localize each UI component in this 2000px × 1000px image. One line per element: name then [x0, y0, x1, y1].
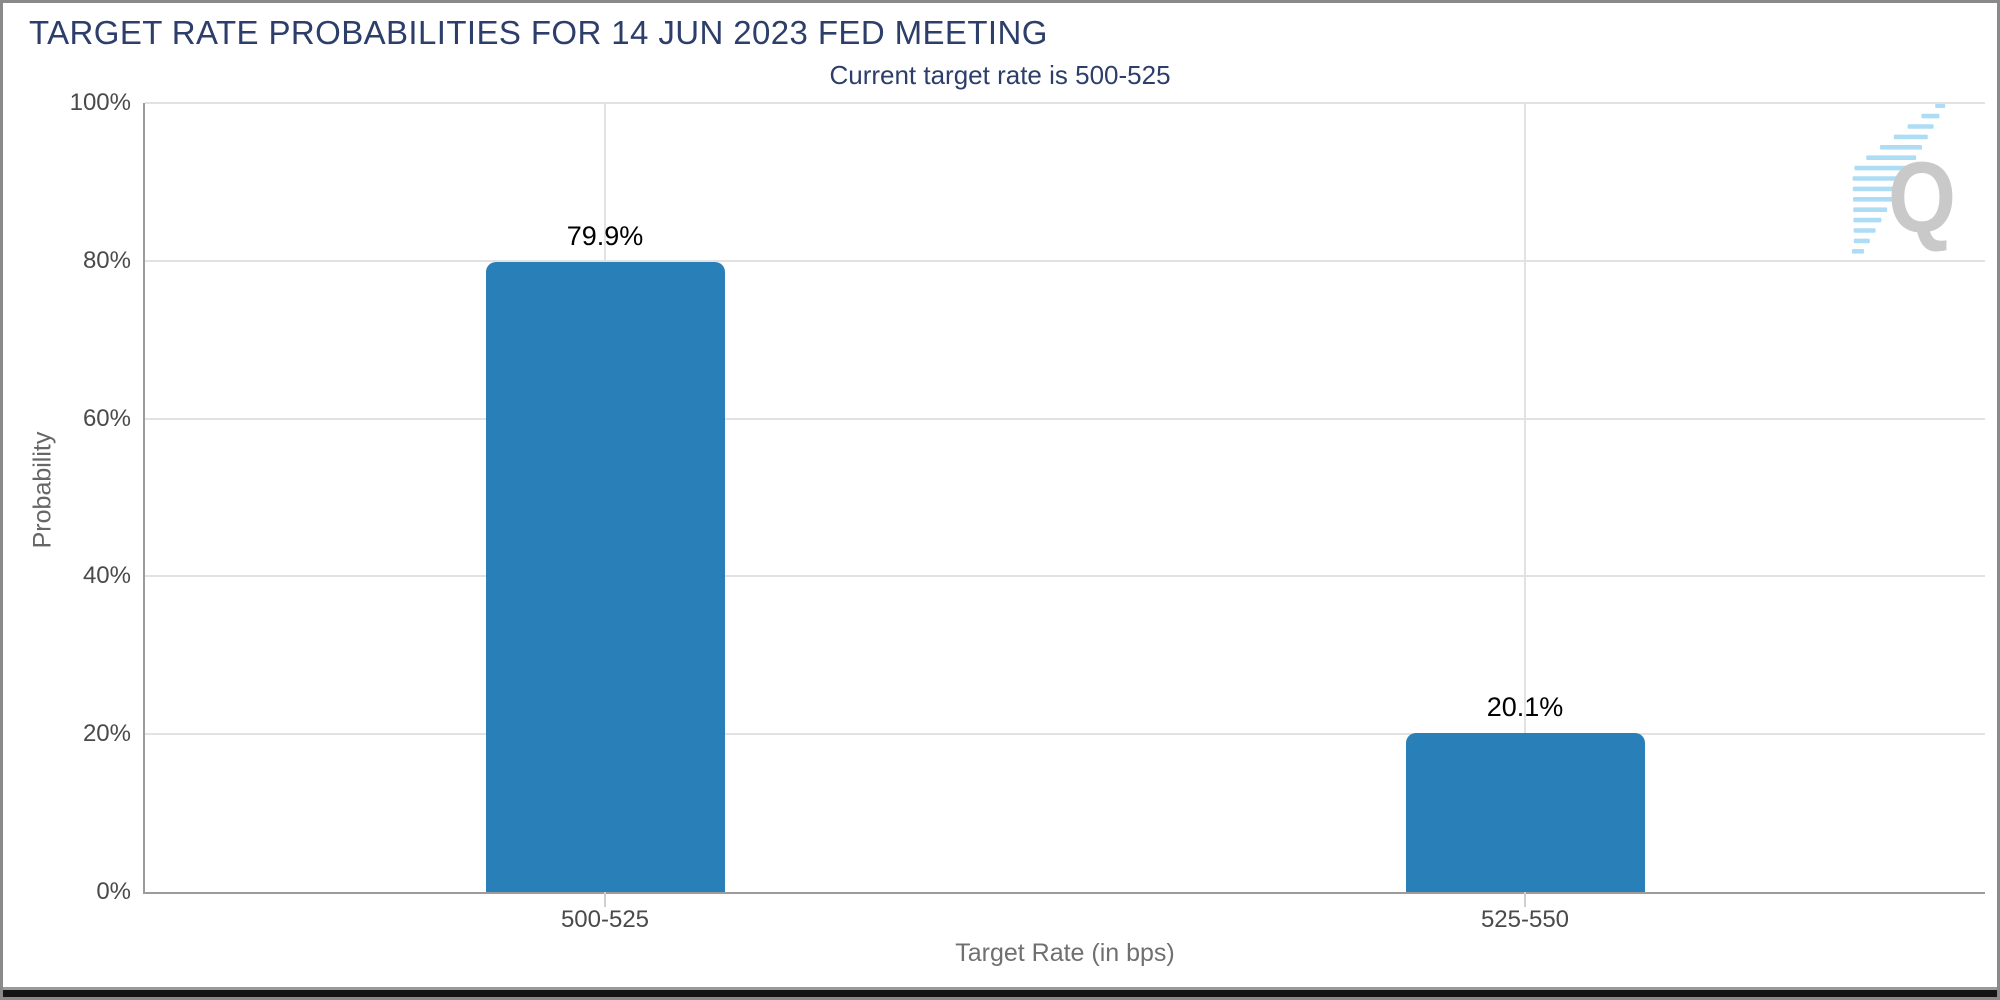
bar-500-525[interactable]	[485, 261, 725, 892]
x-tick-mark	[604, 892, 606, 907]
y-tick-label: 60%	[82, 404, 131, 432]
chart-subtitle: Current target rate is 500-525	[829, 60, 1171, 90]
watermark-dash	[1852, 186, 1899, 192]
watermark-swoosh-dashes	[1852, 103, 1946, 254]
gridline-horizontal	[145, 259, 1985, 262]
watermark-dash	[1852, 176, 1905, 181]
window-bottom-edge	[3, 990, 1997, 997]
watermark-dash	[1921, 113, 1940, 119]
watermark-dash	[1853, 197, 1893, 202]
y-tick-label: 40%	[82, 562, 131, 590]
x-tick-mark	[1524, 892, 1526, 907]
gridline-horizontal	[145, 102, 1985, 104]
chart-title: TARGET RATE PROBABILITIES FOR 14 JUN 202…	[29, 14, 1048, 51]
watermark-letter-q: Q	[1888, 142, 1956, 254]
gridline-vertical	[1524, 103, 1526, 892]
gridline-horizontal	[145, 417, 1985, 420]
watermark-dash	[1907, 124, 1934, 129]
y-tick-label: 20%	[82, 720, 131, 748]
y-axis-tick-labels: 0% 20% 40% 60% 80% 100%	[3, 89, 145, 905]
quikstrike-watermark-logo: Q	[1852, 103, 1956, 254]
watermark-dash	[1852, 249, 1864, 254]
watermark-dash	[1866, 155, 1917, 160]
watermark-dash	[1853, 228, 1876, 233]
watermark-dash	[1854, 165, 1911, 171]
bar-value-label: 20.1%	[1486, 692, 1564, 723]
watermark-dash	[1880, 145, 1922, 150]
x-tick-label: 500-525	[560, 906, 650, 933]
watermark-dash	[1935, 103, 1946, 108]
gridline-horizontal	[145, 575, 1985, 578]
bar-525-550[interactable]	[1405, 733, 1645, 892]
y-tick-label: 100%	[69, 89, 131, 116]
plot-area: Q 79.9% 500-525 20.1% 525-550	[143, 102, 1985, 933]
window-bottom-border	[3, 987, 1997, 990]
bar-value-label: 79.9%	[566, 220, 644, 251]
watermark-dash	[1853, 217, 1882, 223]
x-tick-label: 525-550	[1480, 906, 1570, 933]
watermark-dash	[1853, 207, 1888, 212]
watermark-dash	[1893, 134, 1928, 140]
watermark-dash	[1853, 238, 1870, 244]
gridline-horizontal	[145, 733, 1985, 736]
y-tick-label: 80%	[82, 246, 131, 274]
x-axis-title: Target Rate (in bps)	[955, 939, 1175, 967]
y-tick-label: 0%	[96, 878, 131, 905]
